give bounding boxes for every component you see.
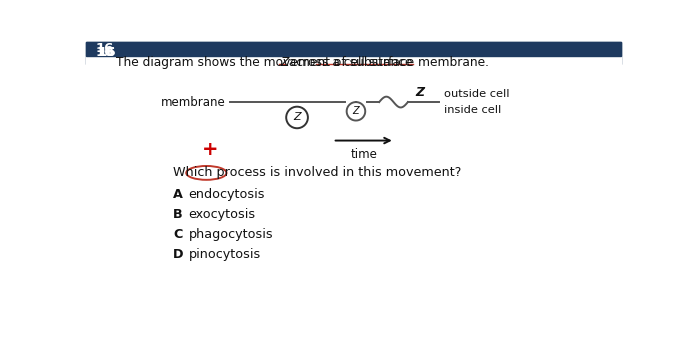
Text: outside cell: outside cell [444, 89, 509, 99]
Text: Z: Z [353, 106, 359, 116]
Bar [86, 42, 621, 56]
Text: C: C [173, 228, 182, 241]
Text: endocytosis: endocytosis [188, 188, 265, 201]
Text: time: time [351, 148, 377, 161]
Text: pinocytosis: pinocytosis [188, 248, 261, 261]
Text: across a cell surface membrane.: across a cell surface membrane. [286, 56, 489, 69]
Text: Z: Z [415, 85, 424, 99]
Text: phagocytosis: phagocytosis [188, 228, 273, 241]
Text: 16: 16 [97, 46, 115, 59]
Text: inside cell: inside cell [444, 105, 501, 115]
Text: Which process is involved in this movement?: Which process is involved in this moveme… [173, 166, 462, 180]
Text: 16: 16 [95, 42, 114, 55]
Text: B: B [173, 208, 183, 221]
Text: A: A [173, 188, 183, 201]
Text: +: + [202, 140, 219, 159]
Bar [86, 42, 621, 64]
Text: The diagram shows the movement of substance: The diagram shows the movement of substa… [116, 56, 416, 69]
Text: Z: Z [280, 56, 288, 69]
Text: Z: Z [293, 112, 301, 122]
Text: D: D [173, 248, 184, 261]
Text: 16: 16 [95, 46, 114, 59]
Text: 16: 16 [97, 46, 115, 59]
Text: exocytosis: exocytosis [188, 208, 256, 221]
Text: membrane: membrane [161, 96, 226, 108]
